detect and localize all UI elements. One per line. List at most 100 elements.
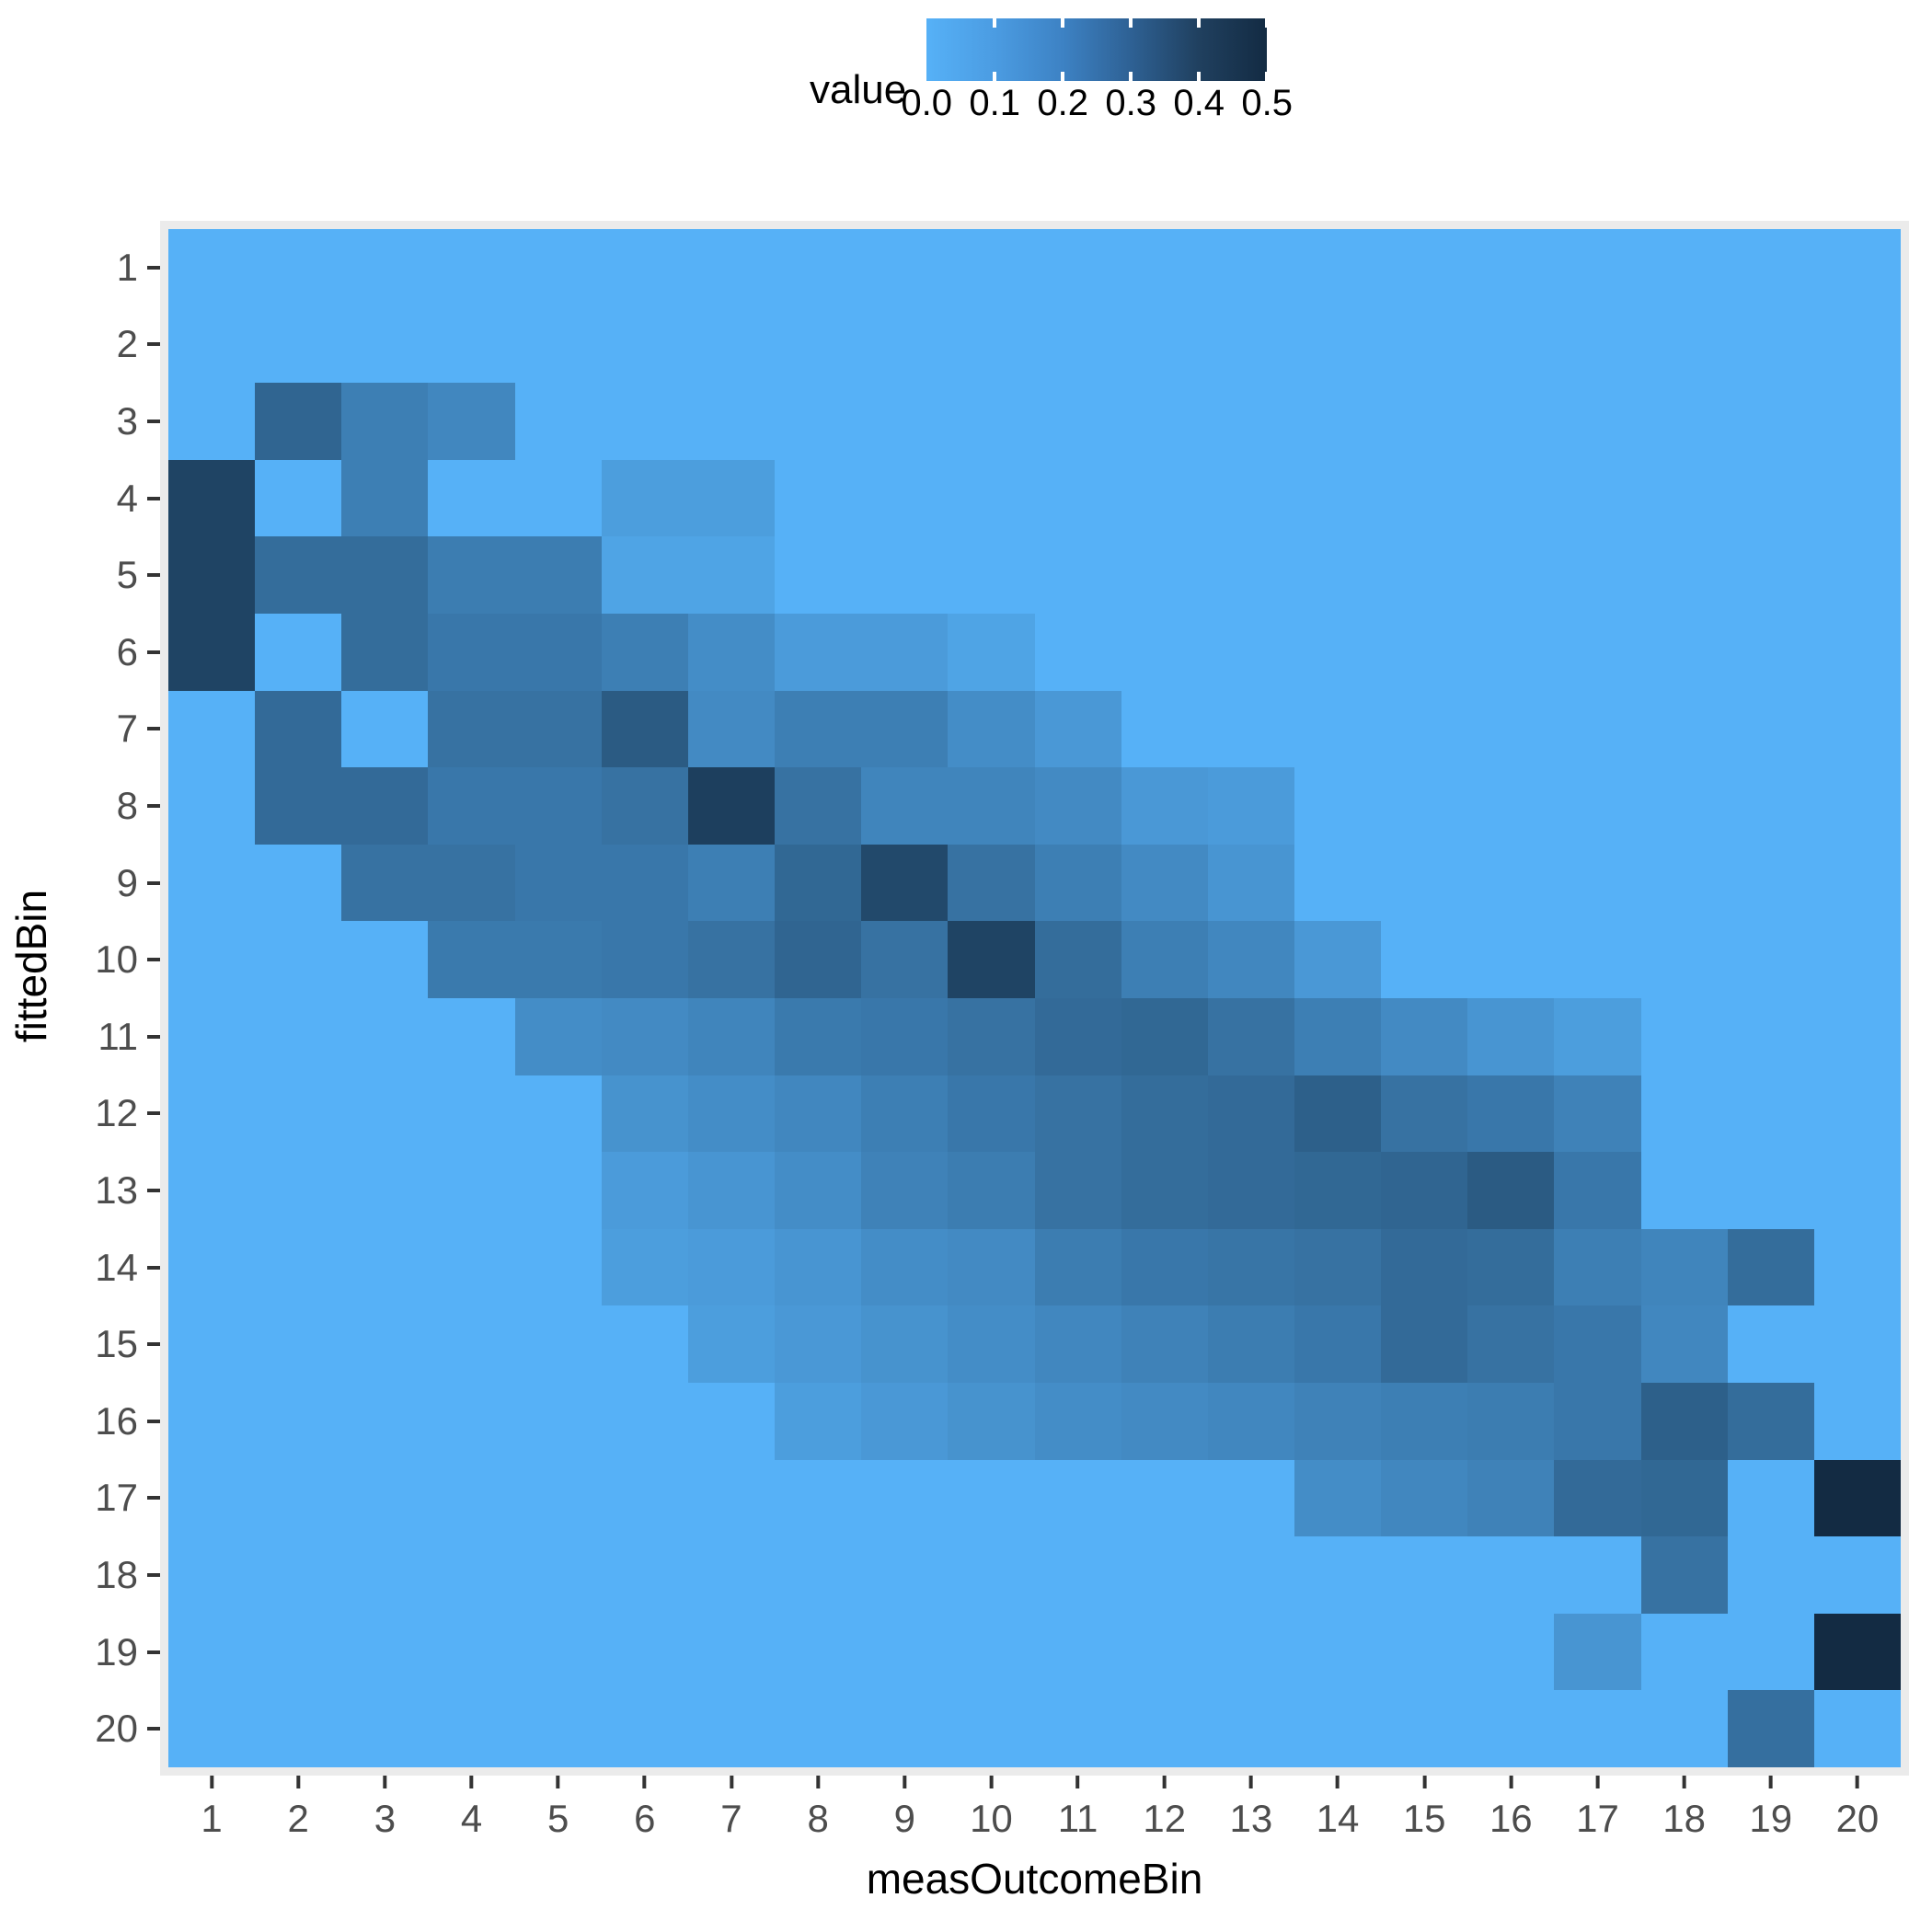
heatmap-cell [775, 690, 862, 768]
heatmap-cell [1727, 1305, 1814, 1383]
heatmap-cell [1467, 1152, 1555, 1229]
heatmap-cell [1381, 997, 1468, 1075]
heatmap-cell [1813, 1382, 1901, 1460]
heatmap-cell [1554, 1382, 1641, 1460]
heatmap-cell [775, 613, 862, 691]
x-axis-tick-mark [903, 1776, 907, 1788]
heatmap-cell [1121, 1305, 1208, 1383]
y-axis-tick-label: 12 [95, 1091, 138, 1135]
x-axis-tick-mark [1682, 1776, 1686, 1788]
heatmap-cell [1207, 1228, 1294, 1306]
heatmap-cell [861, 459, 949, 537]
heatmap-cell [1121, 1690, 1208, 1767]
heatmap-cell [601, 844, 688, 922]
heatmap-cell [1034, 383, 1121, 460]
y-axis-tick-mark [147, 958, 160, 962]
heatmap-cell [1381, 1152, 1468, 1229]
heatmap-cell [1813, 844, 1901, 922]
legend-tick-mark [1265, 72, 1270, 81]
x-axis-tick-mark [729, 1776, 733, 1788]
heatmap-cell [1467, 383, 1555, 460]
x-axis-tick-mark [1595, 1776, 1600, 1788]
heatmap-cell [601, 305, 688, 384]
heatmap-cell [1294, 536, 1382, 614]
heatmap-cell [1813, 1075, 1901, 1153]
y-axis-tick-label: 11 [98, 1014, 138, 1058]
heatmap-cell [1381, 305, 1468, 384]
heatmap-cell [948, 997, 1035, 1075]
heatmap-cell [428, 844, 515, 922]
heatmap-cell [1640, 613, 1728, 691]
y-axis-tick-mark [147, 1111, 160, 1116]
heatmap-cell [1727, 921, 1814, 998]
y-axis-tick-mark [147, 804, 160, 808]
heatmap-cell [1121, 997, 1208, 1075]
heatmap-cell [687, 1382, 776, 1460]
y-axis-tick-mark [147, 1265, 160, 1270]
heatmap-cell [601, 1075, 688, 1153]
heatmap-cell [168, 1305, 256, 1383]
heatmap-cell [1640, 1305, 1728, 1383]
heatmap-cell [1640, 767, 1728, 845]
heatmap-cell [1034, 1152, 1121, 1229]
heatmap-cell [168, 459, 256, 537]
heatmap-cell [1207, 1305, 1294, 1383]
y-axis-tick-mark [147, 1496, 160, 1501]
heatmap-cell [1381, 1228, 1468, 1306]
heatmap-cell [1640, 1228, 1728, 1306]
heatmap-cell [168, 536, 256, 614]
heatmap-cell [168, 1690, 256, 1767]
heatmap-cell [1121, 921, 1208, 998]
heatmap-cell [861, 613, 949, 691]
heatmap-cell [1554, 1459, 1641, 1537]
heatmap-cell [514, 229, 602, 306]
heatmap-cell [1727, 997, 1814, 1075]
heatmap-cell [775, 1536, 862, 1614]
x-axis-tick-label: 12 [1143, 1797, 1187, 1840]
heatmap-cell [1813, 1536, 1901, 1614]
heatmap-cell [428, 767, 515, 845]
heatmap-cell [341, 1459, 429, 1537]
x-axis-tick-mark [383, 1776, 387, 1788]
heatmap-cell [601, 1459, 688, 1537]
y-axis-tick-mark [147, 420, 160, 423]
heatmap-cell [601, 1382, 688, 1460]
heatmap-cell [861, 1536, 949, 1614]
y-axis-tick-label: 8 [116, 784, 138, 827]
x-axis-tick: 20 [1836, 1776, 1879, 1838]
heatmap-cell [1034, 1613, 1121, 1691]
heatmap-cell [687, 767, 776, 845]
heatmap-cell [1727, 305, 1814, 384]
heatmap-cell [775, 997, 862, 1075]
heatmap-cell [1467, 1690, 1555, 1767]
heatmap-cell [948, 1459, 1035, 1537]
heatmap-cell [1467, 767, 1555, 845]
heatmap-cell [861, 1382, 949, 1460]
heatmap-cell [1381, 613, 1468, 691]
x-axis-tick-label: 3 [374, 1797, 397, 1840]
heatmap-cell [601, 1536, 688, 1614]
x-axis-tick-mark [1336, 1776, 1340, 1788]
heatmap-cell [861, 767, 949, 845]
heatmap-cell [1034, 767, 1121, 845]
y-axis-tick-label: 6 [116, 629, 138, 673]
heatmap-cell [775, 1075, 862, 1153]
y-axis-tick-mark [147, 496, 160, 500]
heatmap-cell [601, 536, 688, 614]
heatmap-cell [1207, 767, 1294, 845]
heatmap-cell [341, 921, 429, 998]
heatmap-cell [1727, 1536, 1814, 1614]
heatmap-cell [1294, 1075, 1382, 1153]
heatmap-cell [948, 690, 1035, 768]
heatmap-cell [861, 1690, 949, 1767]
x-axis-tick-label: 10 [970, 1797, 1013, 1840]
x-axis-tick-label: 9 [893, 1797, 915, 1840]
plot-region: fittedBin 1 2 3 4 5 6 7 8 9 10 11 12 13 14 15 16 17 18 19 2… [0, 156, 1932, 1932]
heatmap-cell [168, 305, 256, 384]
heatmap-cell [1727, 459, 1814, 537]
heatmap-cell [775, 767, 862, 845]
heatmap-cell [514, 536, 602, 614]
heatmap-cell [428, 1536, 515, 1614]
heatmap-cell [948, 1152, 1035, 1229]
heatmap-cell [948, 383, 1035, 460]
